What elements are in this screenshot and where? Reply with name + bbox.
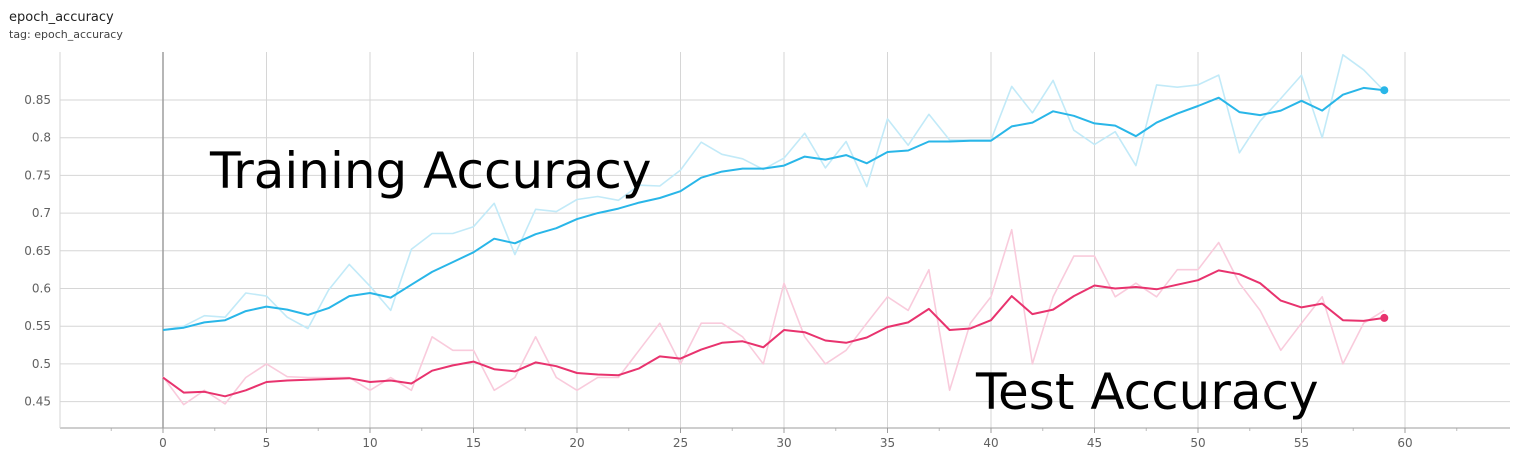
chart-title: epoch_accuracy — [9, 10, 114, 25]
chart-tag: tag: epoch_accuracy — [9, 28, 123, 41]
tick-labels: 0.45 0.5 0.55 0.6 0.65 0.7 0.75 0.8 0.85 0 5 10 15 20… — [24, 93, 1412, 450]
x-tick-label: 60 — [1397, 436, 1412, 450]
y-tick-label: 0.7 — [32, 206, 51, 220]
y-tick-label: 0.75 — [24, 168, 51, 182]
test-accuracy-annotation: Test Accuracy — [975, 363, 1319, 421]
x-tick-label: 30 — [776, 436, 791, 450]
x-tick-label: 35 — [880, 436, 895, 450]
x-tick-label: 25 — [673, 436, 688, 450]
training-accuracy-annotation: Training Accuracy — [209, 142, 651, 200]
x-tick-label: 20 — [569, 436, 584, 450]
series-1-end-point — [1380, 313, 1389, 322]
y-tick-label: 0.45 — [24, 395, 51, 409]
x-tick-label: 55 — [1294, 436, 1309, 450]
x-tick-label: 5 — [263, 436, 271, 450]
x-tick-label: 50 — [1190, 436, 1205, 450]
chart-lines — [162, 53, 1389, 406]
series-1-smoothed-line — [162, 269, 1385, 398]
y-tick-label: 0.65 — [24, 244, 51, 258]
x-tick-label: 15 — [466, 436, 481, 450]
series-0-smoothed-line — [162, 86, 1385, 331]
y-tick-label: 0.6 — [32, 282, 51, 296]
x-tick-label: 0 — [159, 436, 167, 450]
x-tick-label: 45 — [1087, 436, 1102, 450]
y-tick-label: 0.8 — [32, 131, 51, 145]
y-tick-label: 0.55 — [24, 319, 51, 333]
x-tick-label: 10 — [362, 436, 377, 450]
chart-axes — [59, 52, 1510, 433]
series-0-end-point — [1380, 86, 1389, 95]
y-tick-label: 0.85 — [24, 93, 51, 107]
x-tick-label: 40 — [983, 436, 998, 450]
series-1-raw-line — [162, 228, 1385, 406]
series-0-raw-line — [162, 53, 1385, 331]
y-tick-label: 0.5 — [32, 357, 51, 371]
